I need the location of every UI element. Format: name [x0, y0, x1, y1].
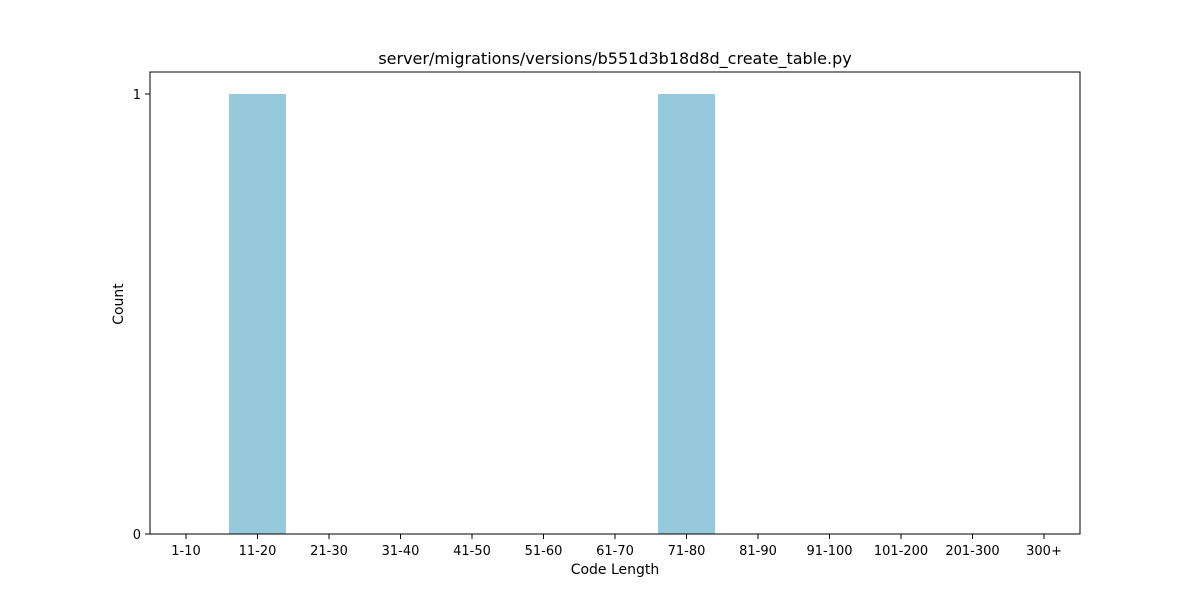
- x-tick-label: 300+: [1026, 544, 1062, 559]
- y-axis-ticks: 01: [133, 88, 150, 543]
- bars-group: [229, 94, 715, 534]
- x-tick-label: 81-90: [739, 544, 777, 559]
- bar-71-80: [658, 94, 715, 534]
- y-tick-label: 1: [133, 88, 141, 103]
- y-axis-label: Count: [111, 283, 127, 325]
- y-tick-label: 0: [133, 528, 141, 543]
- x-tick-label: 51-60: [525, 544, 563, 559]
- x-tick-label: 201-300: [945, 544, 999, 559]
- x-tick-label: 91-100: [806, 544, 852, 559]
- x-tick-label: 11-20: [239, 544, 277, 559]
- x-tick-label: 101-200: [874, 544, 928, 559]
- x-tick-label: 61-70: [596, 544, 634, 559]
- x-tick-label: 21-30: [310, 544, 348, 559]
- chart-title: server/migrations/versions/b551d3b18d8d_…: [378, 49, 851, 69]
- x-tick-label: 41-50: [453, 544, 491, 559]
- x-tick-label: 31-40: [382, 544, 420, 559]
- x-axis-label: Code Length: [571, 562, 660, 578]
- x-axis-ticks: 1-10 11-20 21-30 31-40 41-50 51-60 61-70 71-80 8…: [171, 534, 1062, 559]
- bar-11-20: [229, 94, 286, 534]
- x-tick-label: 71-80: [668, 544, 706, 559]
- x-tick-label: 1-10: [171, 544, 201, 559]
